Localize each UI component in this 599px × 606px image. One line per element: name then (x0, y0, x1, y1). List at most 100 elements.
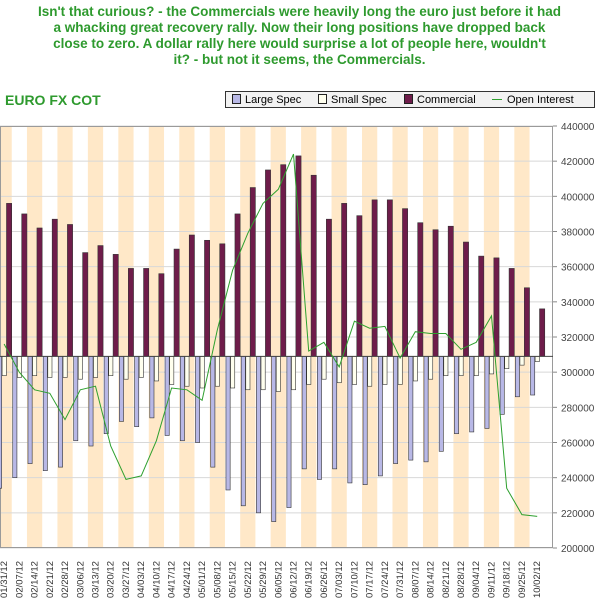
commercial-bar (402, 208, 408, 357)
commercial-bar (21, 213, 28, 357)
x-tick-label: 03/06/12 (75, 561, 86, 598)
y-tick-label: 420000 (561, 157, 595, 168)
small-spec-bar (382, 356, 388, 385)
commercial-bar (6, 203, 12, 357)
small-spec-bar (397, 356, 403, 385)
small-spec-bar (108, 356, 114, 376)
large-spec-bar (225, 356, 231, 491)
large-spec-bar (149, 356, 155, 419)
commercial-bar (493, 257, 500, 357)
x-tick-label: 08/07/12 (410, 561, 421, 598)
legend-label: Open Interest (507, 94, 574, 106)
large-spec-bar (362, 356, 368, 486)
legend-small-spec: Small Spec (318, 94, 387, 106)
commercial-bar (143, 268, 150, 357)
small-spec-bar (169, 356, 175, 385)
y-tick-label: 400000 (561, 192, 595, 203)
commercial-bar (82, 252, 89, 357)
x-tick-label: 01/31/12 (0, 561, 10, 598)
large-spec-bar (164, 356, 170, 436)
commercial-bar (112, 254, 119, 357)
caption-line: close to zero. A dollar rally here would… (53, 36, 546, 51)
small-spec-bar (458, 356, 464, 376)
x-tick-label: 05/15/12 (228, 561, 239, 598)
y-tick-label: 280000 (561, 403, 595, 414)
y-tick-label: 320000 (561, 333, 595, 344)
large-spec-bar (469, 356, 475, 433)
small-spec-bar (291, 356, 296, 391)
commercial-bar (219, 243, 226, 357)
small-spec-bar (62, 356, 68, 378)
caption-line: Isn't that curious? - the Commercials we… (37, 4, 562, 19)
commercial-bar (310, 174, 317, 357)
large-spec-bar (454, 356, 459, 435)
small-spec-bar (230, 356, 236, 389)
x-tick-label: 06/19/12 (304, 561, 315, 598)
large-spec-bar (408, 356, 414, 461)
commercial-bar (97, 245, 104, 357)
x-tick-label: 09/18/12 (502, 561, 513, 598)
x-tick-label: 10/02/12 (532, 561, 543, 598)
commercial-bar (204, 239, 210, 357)
legend-commercial: Commercial (404, 94, 476, 106)
commercial-bar (265, 169, 271, 357)
large-spec-bar (377, 356, 383, 477)
small-spec-bar (489, 356, 494, 375)
legend-label: Small Spec (331, 94, 387, 106)
y-tick-label: 380000 (561, 228, 595, 239)
commercial-bar (341, 203, 348, 357)
x-tick-label: 02/28/12 (60, 561, 71, 598)
small-spec-bar (245, 356, 251, 391)
open-interest-line (3, 153, 538, 517)
small-spec-bar (123, 356, 129, 380)
commentary-caption: Isn't that curious? - the Commercials we… (0, 4, 599, 68)
small-spec-bar (413, 356, 418, 382)
x-tick-label: 05/01/12 (197, 561, 208, 598)
commercial-bar (524, 287, 530, 357)
x-tick-label: 06/12/12 (289, 561, 300, 598)
commercial-bar (508, 268, 515, 357)
x-tick-label: 06/26/12 (319, 561, 330, 598)
large-spec-bar (484, 356, 490, 429)
x-tick-label: 09/11/12 (487, 562, 498, 598)
large-spec-bar (27, 356, 33, 464)
chart-legend: Large Spec Small Spec Commercial Open In… (225, 91, 595, 108)
x-tick-label: 04/10/12 (151, 561, 162, 598)
legend-swatch (318, 94, 327, 104)
commercial-bar (51, 218, 58, 357)
small-spec-bar (184, 356, 190, 387)
commercial-bar (478, 255, 485, 357)
small-spec-bar (336, 356, 342, 384)
large-spec-bar (347, 356, 353, 484)
caption-line: it? - but not it seems, the Commercials. (173, 52, 426, 67)
x-tick-label: 05/22/12 (243, 561, 254, 598)
large-spec-bar (240, 356, 246, 507)
legend-swatch (232, 94, 241, 104)
small-spec-bar (534, 356, 540, 362)
commercial-bar (356, 215, 363, 357)
commercial-bar (36, 227, 43, 357)
large-spec-bar (195, 356, 200, 443)
small-spec-bar (77, 356, 83, 380)
x-tick-label: 09/25/12 (517, 561, 528, 598)
large-spec-bar (210, 356, 216, 468)
small-spec-bar (93, 356, 98, 378)
commercial-bar (234, 213, 241, 357)
commercial-bar (463, 241, 469, 357)
large-spec-bar (332, 356, 338, 470)
small-spec-bar (428, 356, 434, 380)
large-spec-bar (134, 356, 140, 427)
small-spec-bar (215, 356, 220, 387)
commercial-bar (158, 273, 165, 357)
small-spec-bar (199, 356, 205, 389)
x-tick-label: 05/29/12 (258, 561, 269, 598)
large-spec-bar (438, 356, 444, 452)
small-spec-bar (504, 356, 510, 369)
x-tick-label: 02/21/12 (45, 561, 56, 598)
large-spec-bar (286, 356, 292, 508)
x-tick-label: 08/28/12 (456, 561, 467, 598)
large-spec-bar (301, 356, 307, 470)
small-spec-bar (519, 356, 525, 366)
small-spec-bar (1, 356, 7, 376)
